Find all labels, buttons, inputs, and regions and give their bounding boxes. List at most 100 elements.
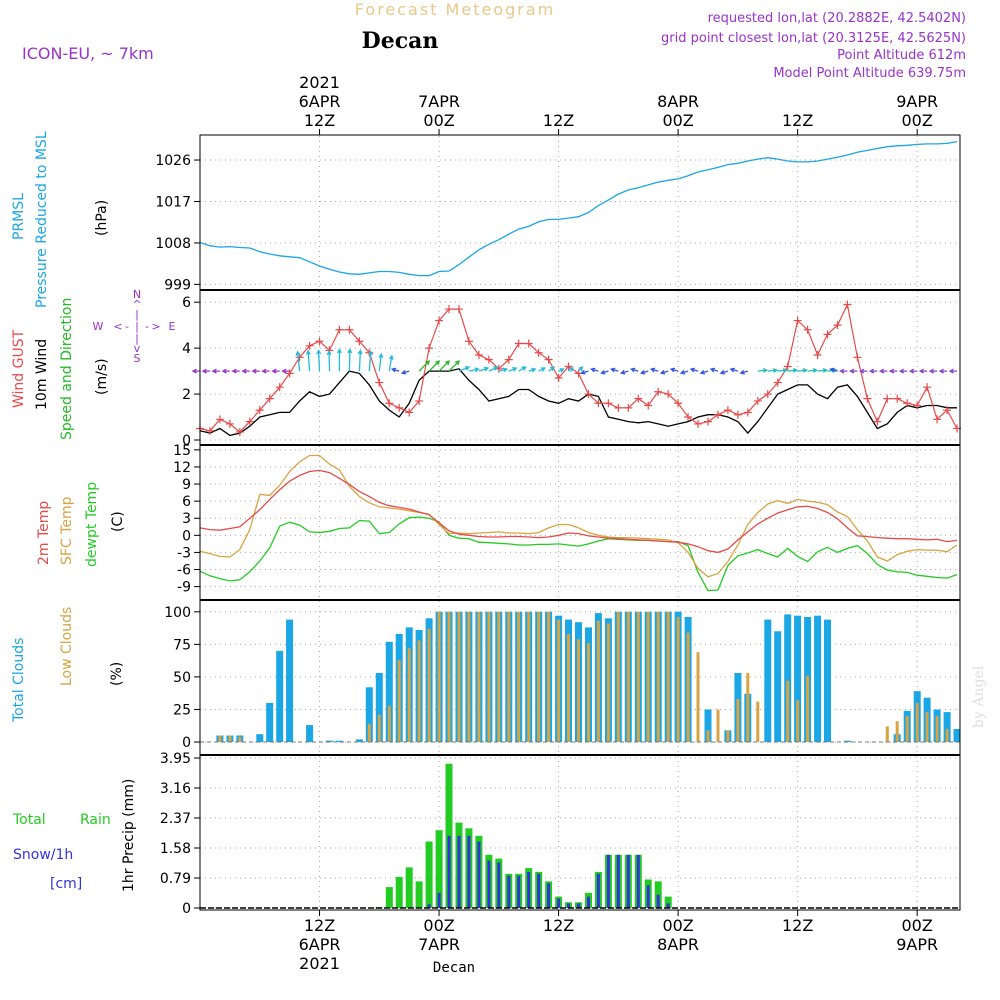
wind-direction-arrow — [908, 368, 918, 374]
wind-direction-arrow — [390, 367, 400, 373]
snow-bar — [656, 894, 660, 908]
wind-direction-arrow — [699, 369, 709, 375]
total-cloud-bar — [355, 739, 363, 742]
precip-ytick-label: 0.79 — [160, 871, 191, 887]
snow-bar — [527, 871, 531, 908]
gust-marker — [933, 415, 942, 424]
wind-direction-arrow — [859, 368, 868, 374]
wind-direction-arrow — [568, 367, 575, 372]
wind-direction-arrow — [679, 369, 689, 375]
snow-bar — [477, 841, 481, 908]
total-cloud-bar — [824, 619, 831, 742]
gust-marker — [215, 415, 224, 424]
wind-direction-arrow — [918, 368, 928, 374]
low-cloud-bar — [457, 611, 461, 742]
low-cloud-bar — [676, 617, 680, 742]
compass-w: W — [93, 320, 104, 333]
clouds-ylabel: (%) — [109, 662, 125, 686]
gust-marker — [723, 406, 732, 415]
wind-direction-arrow — [878, 368, 888, 374]
gust-marker — [205, 426, 214, 435]
wind-direction-arrow — [518, 366, 527, 372]
low-cloud-bar — [437, 611, 441, 742]
gust-marker — [703, 417, 712, 426]
frame-layer — [199, 134, 961, 911]
wind-ytick-label: 4 — [182, 341, 191, 357]
sfc-temp-line — [199, 454, 958, 578]
pressure-ytick-label: 1017 — [155, 194, 191, 210]
wind-speed-line — [199, 368, 957, 437]
wind-direction-arrow — [719, 369, 729, 375]
time-label-top: 8APR — [657, 92, 699, 111]
gust-marker — [733, 410, 742, 419]
grid-point-coords: grid point closest lon,lat (20.3125E, 42… — [661, 31, 966, 46]
snow-bar — [567, 903, 570, 908]
total-cloud-bar — [385, 641, 393, 742]
time-label-top: 7APR — [418, 92, 460, 111]
temp-legend-sfc: SFC Temp — [59, 496, 75, 565]
snow-bar — [457, 835, 461, 908]
wind-direction-arrow — [378, 352, 384, 372]
precip-ytick-label: 1.58 — [160, 841, 191, 857]
snow-bar — [517, 875, 521, 908]
total-cloud-bar — [266, 702, 274, 742]
gust-marker — [763, 390, 772, 399]
wind-direction-arrow — [538, 367, 546, 372]
pressure-legend-msl: Pressure Reduced to MSL — [34, 131, 50, 308]
gust-marker — [753, 396, 762, 405]
precip-legend-cm: [cm] — [50, 876, 82, 892]
wind-legend: Wind GUST 10m Wind Speed and Direction (… — [11, 288, 176, 440]
model-label: ICON-EU, ~ 7km — [22, 44, 154, 63]
compass-n-stem: | — [135, 308, 139, 321]
gust-marker — [614, 403, 623, 412]
wind-direction-arrow — [649, 367, 659, 373]
time-label-bottom: 00Z — [662, 916, 693, 935]
wind-direction-arrow — [295, 350, 301, 372]
time-label-bottom: 9APR — [896, 935, 938, 954]
wind-direction-arrow — [787, 367, 799, 373]
precip-ytick-label: 2.37 — [160, 811, 191, 827]
gust-marker — [873, 417, 882, 426]
time-label-bottom: 12Z — [782, 916, 813, 935]
low-cloud-bar — [397, 660, 401, 742]
wind-direction-arrow — [829, 367, 838, 373]
wind-direction-arrow — [488, 366, 499, 372]
low-cloud-bar — [407, 648, 411, 742]
rain-bar — [405, 867, 413, 908]
temperature-ytick-label: -9 — [177, 580, 191, 596]
total-cloud-bar — [375, 673, 383, 742]
gust-marker — [445, 305, 454, 314]
gust-marker — [853, 353, 862, 362]
low-cloud-bar — [606, 623, 610, 742]
snow-bar — [606, 854, 610, 908]
clouds-ytick-label: 75 — [173, 637, 191, 653]
temperature-ytick-label: -6 — [177, 563, 191, 579]
pressure-ylabel: (hPa) — [94, 200, 110, 236]
snow-bar — [497, 862, 501, 908]
rain-bar — [415, 881, 423, 908]
gust-marker — [664, 390, 673, 399]
low-cloud-bar — [417, 640, 421, 742]
wind-direction-arrow — [709, 367, 719, 373]
snow-bar — [447, 835, 451, 908]
low-cloud-bar — [557, 619, 561, 742]
gust-marker — [644, 401, 653, 410]
snow-bar — [467, 835, 471, 908]
wind-direction-arrow — [357, 349, 363, 372]
gust-marker — [674, 399, 683, 408]
temperature-ytick-label: 15 — [173, 443, 191, 459]
wind-direction-arrow — [191, 368, 200, 374]
gust-marker — [923, 383, 932, 392]
total-cloud-bar — [843, 740, 851, 742]
gust-marker — [405, 408, 414, 417]
gust-marker — [474, 351, 483, 360]
low-cloud-bar — [626, 611, 630, 742]
wind-direction-arrow — [428, 360, 441, 372]
gust-marker — [743, 408, 752, 417]
wind-direction-arrow — [326, 349, 332, 372]
wind-direction-arrow — [241, 368, 250, 374]
gust-marker — [345, 325, 354, 334]
low-cloud-bar — [925, 712, 929, 742]
time-label-bottom: 2021 — [299, 954, 340, 973]
